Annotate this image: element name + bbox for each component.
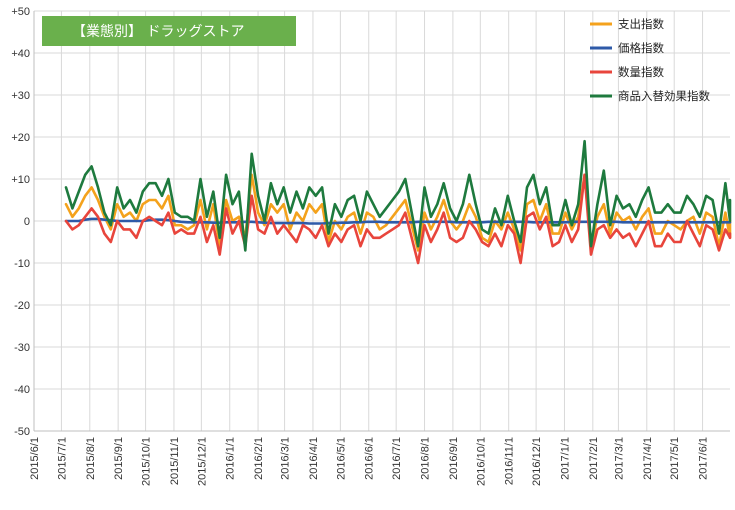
chart-title-box: 【業態別】 ドラッグストア	[42, 16, 296, 46]
y-tick-label: -10	[14, 258, 30, 270]
y-tick-label: +40	[11, 48, 30, 60]
y-tick-label: -50	[14, 426, 30, 438]
x-tick-label: 2015/7/1	[56, 437, 68, 480]
x-tick-label: 2016/12/1	[531, 437, 543, 486]
x-tick-label: 2017/6/1	[698, 437, 710, 480]
x-tick-label: 2017/1/1	[559, 437, 571, 480]
chart-title-background	[42, 16, 296, 46]
x-tick-label: 2017/5/1	[669, 437, 681, 480]
y-tick-label: -20	[14, 300, 30, 312]
x-tick-label: 2015/12/1	[196, 437, 208, 486]
series-line	[64, 139, 732, 252]
x-tick-label: 2016/8/1	[420, 437, 432, 480]
legend-label: 支出指数	[618, 17, 664, 31]
series-line	[64, 173, 732, 265]
y-tick-label: +50	[11, 6, 30, 18]
legend-label: 価格指数	[618, 41, 664, 55]
y-tick-label: +10	[11, 174, 30, 186]
y-tick-label: +30	[11, 90, 30, 102]
x-tick-label: 2017/3/1	[613, 437, 625, 480]
x-tick-label: 2016/1/1	[225, 437, 237, 480]
x-tick-label: 2015/9/1	[113, 437, 125, 480]
legend-label: 数量指数	[618, 65, 664, 79]
x-tick-label: 2016/4/1	[308, 437, 320, 480]
y-tick-label: +20	[11, 132, 30, 144]
x-tick-label: 2015/11/1	[169, 437, 181, 485]
x-tick-label: 2016/10/1	[475, 437, 487, 486]
series-lines	[64, 139, 732, 265]
series-line	[64, 217, 732, 225]
x-tick-label: 2016/9/1	[448, 437, 460, 480]
x-tick-label: 2015/10/1	[141, 437, 153, 486]
x-tick-label: 2016/6/1	[364, 437, 376, 480]
series-line	[64, 173, 732, 252]
y-tick-label: -30	[14, 342, 30, 354]
legend-label: 商品入替効果指数	[618, 89, 710, 103]
chart-title: 【業態別】 ドラッグストア	[72, 24, 244, 40]
y-axis-ticks: +50 +40 +30 +20 +10 0 -10 -20 -30 -40 -50	[11, 6, 30, 438]
x-axis-ticks: 2015/6/1 2015/7/1 2015/8/1 2015/9/1 2015/10/…	[29, 437, 710, 486]
x-tick-label: 2016/11/1	[504, 437, 516, 485]
x-tick-label: 2017/2/1	[588, 437, 600, 480]
x-tick-label: 2017/4/1	[642, 437, 654, 480]
x-tick-label: 2015/6/1	[29, 437, 41, 480]
x-tick-label: 2016/7/1	[391, 437, 403, 480]
y-tick-label: 0	[24, 216, 30, 228]
x-tick-label: 2016/3/1	[280, 437, 292, 480]
x-tick-label: 2015/8/1	[85, 437, 97, 480]
x-tick-label: 2016/2/1	[253, 437, 265, 480]
y-tick-label: -40	[14, 384, 30, 396]
x-tick-label: 2016/5/1	[335, 437, 347, 480]
